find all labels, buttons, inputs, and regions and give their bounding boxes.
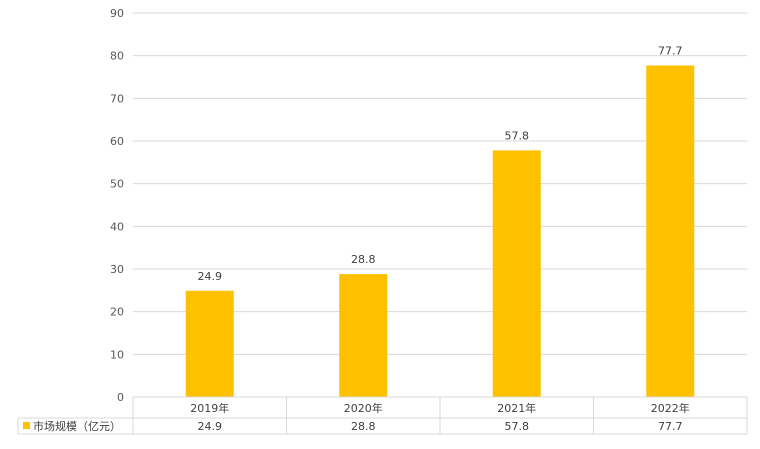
x-category-label: 2021年: [497, 401, 536, 415]
y-tick-label: 0: [117, 391, 124, 404]
y-axis-ticks: 0 10 20 30 40 50 60 70 80 90: [110, 7, 124, 404]
y-tick-label: 90: [110, 7, 124, 20]
x-category-label: 2020年: [344, 401, 383, 415]
x-category-label: 2022年: [651, 401, 690, 415]
y-tick-label: 10: [110, 348, 124, 361]
x-category-label: 2019年: [190, 401, 229, 415]
table-value: 24.9: [198, 420, 223, 433]
y-tick-label: 80: [110, 50, 124, 63]
data-label: 77.7: [658, 44, 683, 57]
data-labels: 24.9 28.8 57.8 77.7: [198, 44, 683, 282]
y-tick-label: 50: [110, 178, 124, 191]
table-value: 77.7: [658, 420, 683, 433]
legend-series-name: 市场规模（亿元）: [33, 419, 121, 433]
y-tick-label: 60: [110, 135, 124, 148]
gridlines: [133, 12, 747, 398]
bar: [339, 274, 388, 397]
bar: [185, 290, 234, 397]
y-tick-label: 30: [110, 263, 124, 276]
table-value: 28.8: [351, 420, 376, 433]
bar: [646, 65, 695, 397]
legend-key: [23, 422, 30, 429]
y-tick-label: 20: [110, 306, 124, 319]
table-value: 57.8: [505, 420, 530, 433]
data-label: 28.8: [351, 253, 376, 266]
bar: [492, 150, 541, 397]
y-tick-label: 70: [110, 92, 124, 105]
data-label: 57.8: [505, 129, 530, 142]
data-label: 24.9: [198, 270, 223, 283]
y-tick-label: 40: [110, 220, 124, 233]
bars: [185, 65, 695, 397]
